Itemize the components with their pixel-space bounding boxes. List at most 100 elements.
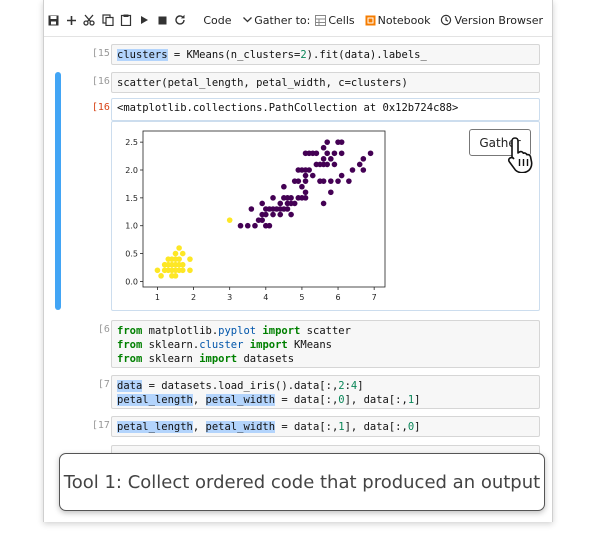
code-token: sklearn. [142, 339, 200, 351]
gather-to-cells-button[interactable]: Cells [315, 9, 355, 31]
restart-icon[interactable] [172, 9, 188, 31]
code-input[interactable]: clusters = KMeans(n_clusters=2).fit(data… [111, 44, 540, 65]
code-token: 4 [350, 380, 358, 392]
scatter-point [176, 256, 182, 262]
x-tick-label: 4 [263, 293, 268, 302]
input-prompt: [16]: [91, 76, 122, 87]
code-token: 1 [338, 421, 345, 433]
code-token: = data[:, [275, 394, 339, 406]
code-token: , [192, 394, 206, 406]
scatter-point [176, 245, 182, 251]
scatter-point [338, 139, 345, 145]
run-icon[interactable] [136, 9, 152, 31]
scatter-point [169, 256, 175, 262]
scatter-point [302, 178, 309, 184]
paste-icon[interactable] [118, 9, 134, 31]
scatter-point [328, 156, 334, 162]
scatter-point [176, 261, 182, 268]
scatter-point [338, 150, 345, 157]
x-tick-label: 5 [299, 293, 304, 302]
save-icon[interactable] [45, 9, 61, 31]
highlighted-variable: petal_width [205, 421, 276, 433]
gather-to-version-browser-button[interactable]: Version Browser [440, 9, 543, 31]
scatter-point [259, 217, 265, 223]
x-tick-label: 7 [372, 293, 377, 302]
scatter-point [320, 178, 327, 184]
version-browser-label: Version Browser [454, 13, 544, 27]
scatter-point [309, 172, 316, 179]
scatter-point [328, 189, 334, 196]
code-token: 0 [338, 394, 345, 406]
copy-icon[interactable] [100, 9, 116, 31]
x-tick-label: 1 [155, 293, 160, 302]
code-input[interactable]: petal_length, petal_width = data[:,1], d… [111, 416, 540, 437]
input-prompt: [7]: [97, 379, 122, 390]
scatter-point [172, 250, 179, 257]
code-token: import [199, 353, 238, 365]
scatter-point [313, 150, 320, 157]
scatter-point [281, 183, 287, 190]
scatter-point [244, 222, 251, 229]
add-cell-icon[interactable] [63, 9, 79, 31]
scatter-point [302, 195, 309, 201]
scatter-point [320, 144, 327, 151]
code-token: , [192, 421, 206, 433]
scatter-point [226, 217, 233, 223]
scatter-point [331, 161, 338, 168]
stop-icon[interactable] [154, 9, 170, 31]
chevron-down-icon[interactable] [241, 9, 253, 31]
cell-type-select[interactable]: Code [203, 13, 232, 27]
scatter-point [302, 189, 309, 196]
notebook-toolbar: Code Gather to: Cells Notebook Version B… [44, 7, 552, 37]
x-tick-label: 3 [227, 293, 232, 302]
cut-icon[interactable] [81, 9, 97, 31]
input-prompt: [15]: [91, 48, 122, 59]
y-tick-label: 1.5 [125, 194, 138, 203]
code-input[interactable]: scatter(petal_length, petal_width, c=clu… [111, 72, 540, 93]
code-input[interactable]: data = datasets.load_iris().data[:,2:4] p… [111, 375, 540, 409]
scatter-point [259, 200, 265, 207]
scatter-point [356, 161, 363, 168]
code-token: 0 [407, 421, 415, 433]
notebook-icon [365, 15, 376, 25]
x-tick-label: 6 [335, 293, 340, 302]
scatter-point [288, 211, 294, 218]
code-token: import [249, 339, 288, 351]
scatter-point [360, 156, 367, 162]
scatter-point [295, 178, 302, 184]
gather-to-notebook-button[interactable]: Notebook [365, 9, 430, 31]
code-token: 2 [338, 380, 345, 392]
y-tick-label: 0.0 [125, 277, 138, 286]
code-token: KMeans [287, 339, 332, 351]
scatter-point [331, 150, 338, 157]
code-token: = datasets.load_iris().data[:, [142, 380, 339, 392]
plot-output-box[interactable]: 1 2 3 4 5 6 7 0.0 0.5 1.0 1.5 2.0 2.5 [111, 121, 540, 311]
x-tick-label: 2 [191, 293, 196, 302]
scatter-point [349, 167, 356, 173]
highlighted-variable: petal_length [117, 394, 193, 406]
code-token: matplotlib. [142, 325, 219, 337]
scatter-point [187, 267, 193, 274]
code-token: = data[:, [275, 421, 339, 433]
input-prompt: [17]: [91, 420, 122, 431]
scatter-point [335, 178, 341, 184]
scatter-point [346, 178, 352, 184]
code-token: scatter(petal_length, petal_width, c=clu… [117, 77, 408, 89]
code-token: ).fit(data).labels_ [306, 49, 427, 61]
scatter-plot: 1 2 3 4 5 6 7 0.0 0.5 1.0 1.5 2.0 2.5 [125, 130, 386, 302]
output-text-box[interactable]: <matplotlib.collections.PathCollection a… [111, 98, 540, 121]
code-line: data = datasets.load_iris().data[:,2:4] [117, 379, 534, 393]
scatter-point [367, 150, 374, 157]
scatter-point [291, 200, 298, 207]
selected-cell-indicator [55, 72, 61, 310]
scatter-point [179, 267, 186, 274]
code-line: from sklearn import datasets [117, 352, 534, 366]
code-token: from [117, 353, 143, 365]
scatter-point [324, 161, 331, 168]
scatter-point [154, 267, 161, 274]
scatter-point [288, 195, 294, 201]
code-input[interactable]: from matplotlib.pyplot import scatter fro… [111, 320, 540, 368]
code-token: 1 [407, 394, 415, 406]
scatter-point [266, 222, 273, 229]
code-token: 2 [300, 49, 307, 61]
